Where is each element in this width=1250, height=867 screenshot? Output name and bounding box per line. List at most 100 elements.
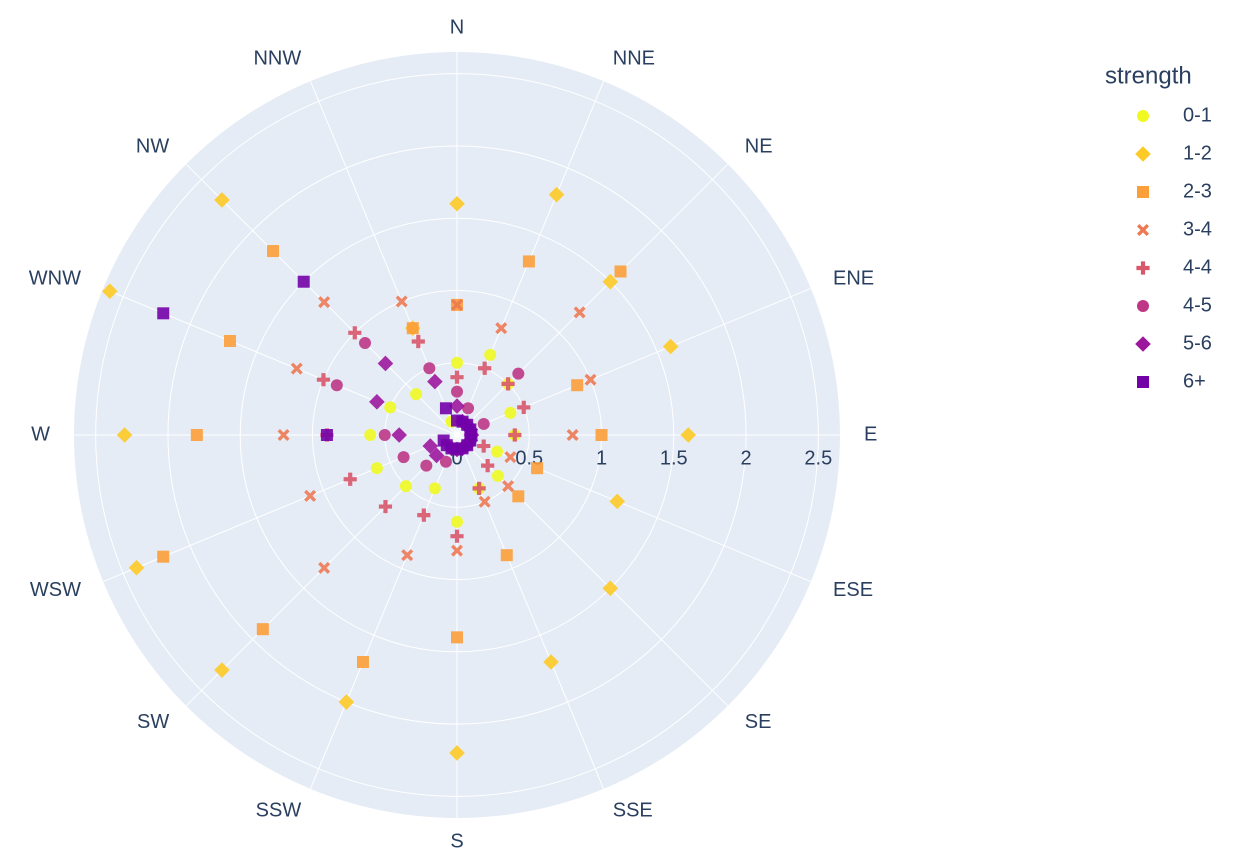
data-point [420, 459, 433, 472]
data-point [157, 550, 170, 563]
angular-grid [456, 434, 812, 583]
data-point [491, 445, 504, 458]
data-point [451, 544, 463, 557]
data-point [422, 438, 439, 454]
data-point [477, 417, 490, 430]
angular-tick-label: WNW [29, 268, 81, 290]
legend-symbol [1135, 336, 1151, 352]
data-point [500, 549, 513, 562]
legend-label: 2-3 [1183, 180, 1212, 202]
data-point [378, 499, 393, 514]
angular-tick-label: SSW [256, 799, 302, 821]
data-point [304, 489, 317, 502]
angular-tick-label: S [450, 830, 463, 852]
data-point [157, 307, 170, 320]
data-point [395, 295, 408, 308]
data-point [439, 455, 452, 468]
legend-label: 4-5 [1183, 294, 1212, 316]
legend-label: 4-4 [1183, 256, 1212, 278]
data-point [356, 655, 369, 668]
data-point [481, 459, 495, 473]
data-point [437, 434, 450, 447]
data-point [348, 326, 362, 340]
data-point [102, 283, 118, 299]
data-point [502, 480, 515, 493]
angular-tick-label: NW [136, 135, 169, 157]
data-point [190, 429, 203, 441]
legend-symbol [1137, 110, 1149, 122]
data-point [450, 370, 464, 384]
data-point [439, 402, 452, 415]
angular-grid [456, 434, 605, 790]
data-point [343, 472, 357, 486]
angular-tick-label: WSW [30, 579, 81, 601]
angular-tick-label: SE [745, 711, 772, 733]
data-point [318, 561, 331, 574]
legend-symbol [1137, 300, 1149, 312]
radial-tick-label: 2 [740, 447, 751, 469]
data-point [517, 400, 531, 414]
data-point [267, 245, 280, 258]
data-point [451, 298, 463, 311]
data-point [297, 275, 310, 288]
angular-grid [309, 80, 458, 436]
angular-tick-label: NNW [253, 47, 301, 69]
data-point [584, 373, 597, 386]
data-point [410, 388, 423, 401]
data-point [449, 398, 465, 414]
legend-label: 5-6 [1183, 332, 1212, 354]
angular-tick-label: NE [745, 135, 773, 157]
data-point [214, 662, 230, 678]
angular-grid [309, 434, 458, 790]
data-point [359, 337, 372, 350]
data-point [512, 367, 525, 380]
data-point [451, 515, 463, 528]
data-point [338, 694, 355, 710]
radial-tick-label: 1 [596, 447, 607, 469]
angular-tick-label: ESE [833, 579, 873, 601]
data-point [428, 447, 445, 464]
data-point [384, 401, 397, 414]
data-point [451, 631, 463, 644]
data-point [472, 481, 486, 496]
data-point [411, 334, 425, 349]
angular-grid [456, 434, 729, 707]
data-point [417, 508, 431, 522]
legend-symbol [1137, 376, 1149, 388]
data-point [451, 356, 463, 369]
angular-tick-label: SSE [613, 799, 653, 821]
legend-label: 6+ [1183, 370, 1206, 392]
data-point [504, 451, 517, 464]
legend-label: 3-4 [1183, 218, 1212, 240]
data-point [573, 306, 586, 319]
data-point [662, 338, 679, 355]
data-point [401, 549, 414, 562]
series [157, 275, 478, 456]
data-point [609, 493, 626, 510]
data-point [462, 402, 475, 415]
radial-tick-label: 0 [451, 447, 462, 469]
data-point [449, 195, 465, 212]
data-point [571, 379, 584, 392]
angular-tick-label: SW [137, 711, 169, 733]
data-point [478, 361, 492, 375]
data-point [391, 427, 407, 443]
data-point [531, 462, 544, 475]
data-point [680, 427, 697, 443]
data-point [548, 186, 565, 203]
data-point [399, 480, 412, 493]
data-point [504, 406, 517, 419]
series [157, 245, 627, 668]
data-point [602, 273, 619, 290]
data-point [478, 495, 491, 508]
data-point [224, 334, 237, 347]
data-point [316, 373, 331, 387]
series [277, 295, 597, 574]
radial-tick-label: 2.5 [804, 447, 832, 469]
data-point [277, 429, 290, 441]
angular-tick-label: ENE [833, 268, 874, 290]
data-point [423, 362, 436, 375]
data-point [377, 355, 394, 372]
data-point [116, 427, 133, 443]
